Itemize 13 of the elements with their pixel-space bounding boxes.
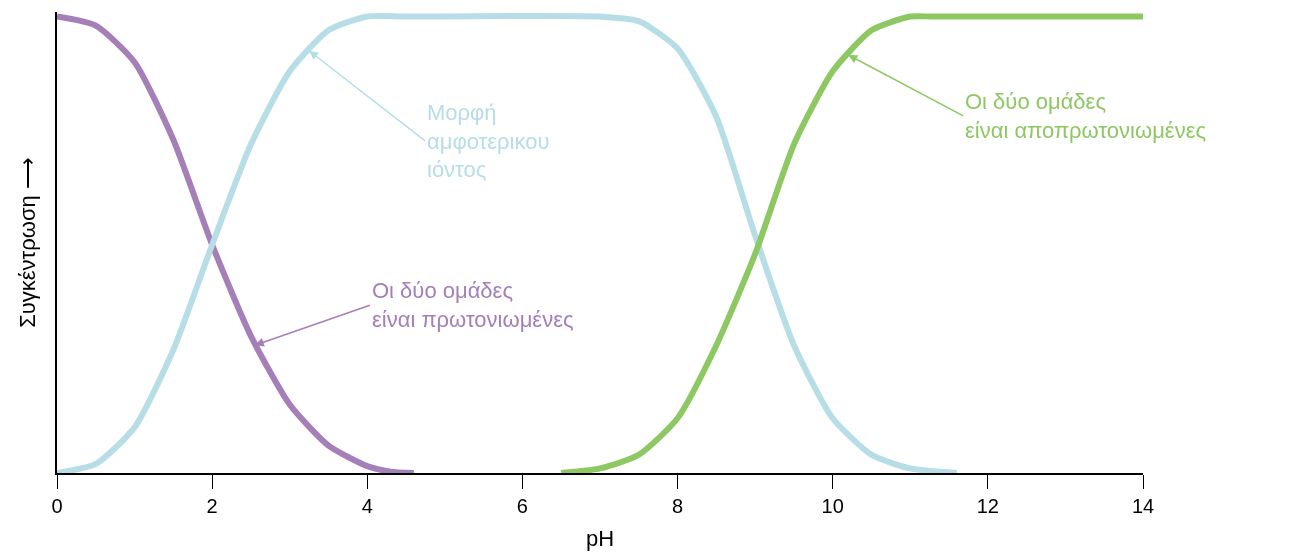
x-tick-label: 2: [206, 494, 218, 517]
x-tick-label: 10: [821, 494, 844, 517]
annotation: Οι δύο ομάδες είναι πρωτονιωμένες: [372, 278, 574, 332]
x-tick-label: 14: [1131, 494, 1155, 517]
x-axis-title: pH: [585, 526, 615, 552]
x-tick-label: 0: [51, 494, 63, 517]
annotation: Οι δύο ομάδες είναι αποπρωτονιωμένες: [965, 89, 1207, 143]
x-tick-label: 4: [361, 494, 373, 517]
x-tick-label: 6: [516, 494, 528, 517]
annotation: Μορφή αμφοτερικου ιόντος: [427, 100, 550, 183]
x-tick-label: 12: [976, 494, 999, 517]
x-tick-label: 8: [672, 494, 684, 517]
y-axis-title: Συγκέντρωση ⟶: [14, 157, 40, 328]
